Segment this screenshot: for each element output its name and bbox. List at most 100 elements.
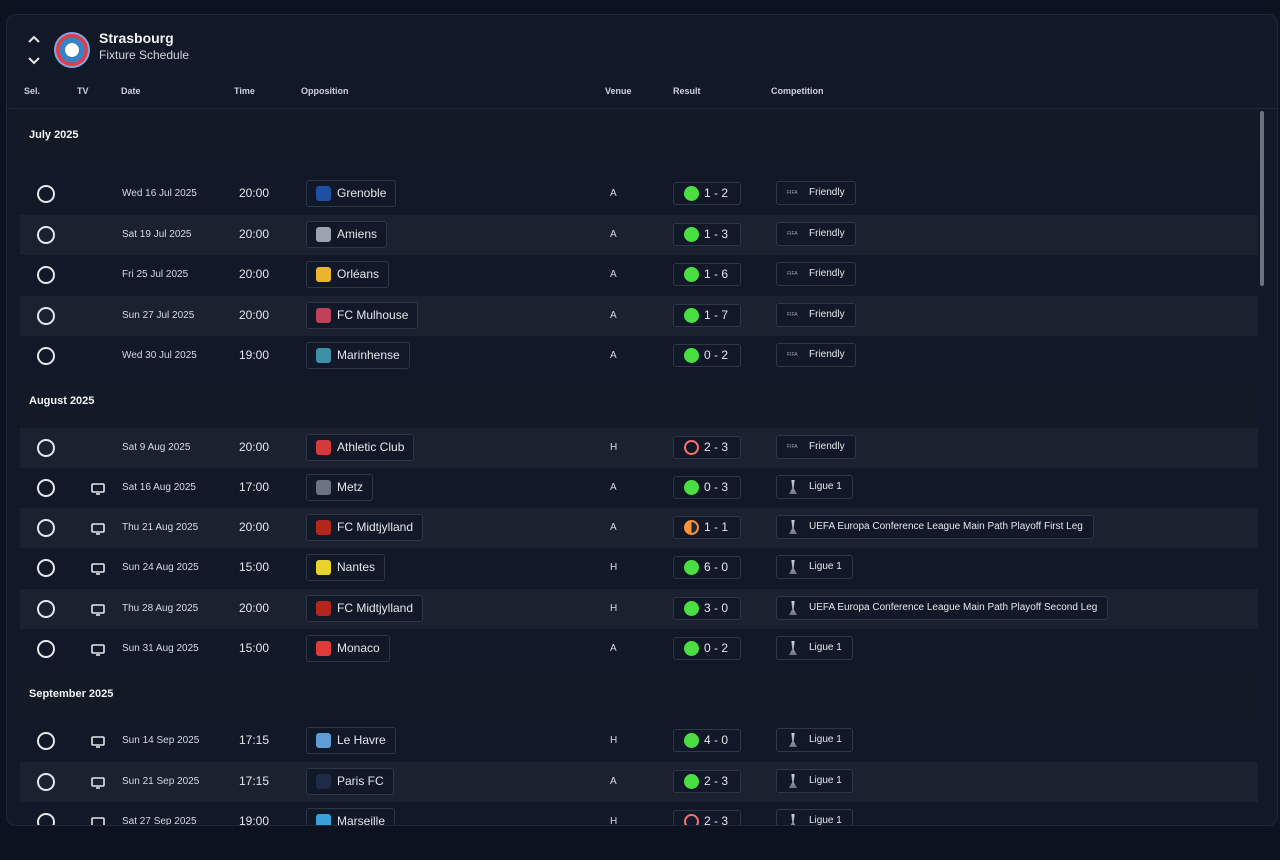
select-radio[interactable]: [37, 307, 55, 325]
fixture-row[interactable]: Sat 16 Aug 2025 17:00 Metz A 0 - 3 Ligue 1: [20, 468, 1258, 508]
competition-button[interactable]: Ligue 1: [776, 555, 853, 579]
result-button[interactable]: 0 - 3: [673, 476, 742, 499]
result-button[interactable]: 0 - 2: [673, 344, 742, 367]
select-radio[interactable]: [37, 600, 55, 618]
chevron-up-icon[interactable]: [27, 33, 41, 45]
competition-button[interactable]: FIFA Friendly: [776, 262, 856, 286]
result-button[interactable]: 1 - 1: [673, 516, 742, 539]
competition-button[interactable]: FIFA Friendly: [776, 435, 856, 459]
select-radio[interactable]: [37, 439, 55, 457]
result-button[interactable]: 3 - 0: [673, 597, 742, 620]
venue-label: A: [610, 643, 617, 654]
select-radio[interactable]: [37, 559, 55, 577]
col-tv[interactable]: TV: [77, 86, 89, 96]
opposition-name: Le Havre: [337, 733, 386, 747]
opposition-button[interactable]: Le Havre: [306, 727, 396, 754]
fixture-row[interactable]: Sat 9 Aug 2025 20:00 Athletic Club H 2 - 3 FI…: [20, 428, 1258, 468]
select-radio[interactable]: [37, 640, 55, 658]
club-badge-icon: [316, 186, 331, 201]
fixture-date: Sun 21 Sep 2025: [122, 776, 200, 787]
col-result[interactable]: Result: [673, 86, 701, 96]
result-button[interactable]: 6 - 0: [673, 556, 742, 579]
fixture-row[interactable]: Fri 25 Jul 2025 20:00 Orléans A 1 - 6 FIFA Fri…: [20, 255, 1258, 295]
opposition-button[interactable]: Amiens: [306, 221, 388, 248]
opposition-name: Amiens: [337, 227, 378, 241]
fixture-time: 20:00: [239, 308, 270, 322]
fixture-row[interactable]: Sat 19 Jul 2025 20:00 Amiens A 1 - 3 FIFA Frie…: [20, 215, 1258, 255]
scrollbar[interactable]: [1260, 111, 1264, 286]
col-date[interactable]: Date: [121, 86, 141, 96]
select-radio[interactable]: [37, 226, 55, 244]
result-button[interactable]: 1 - 3: [673, 223, 742, 246]
opposition-button[interactable]: Orléans: [306, 261, 390, 288]
competition-button[interactable]: Ligue 1: [776, 728, 853, 752]
trophy-icon: [789, 733, 797, 747]
result-button[interactable]: 1 - 6: [673, 263, 742, 286]
opposition-button[interactable]: Metz: [306, 474, 374, 501]
opposition-button[interactable]: FC Mulhouse: [306, 302, 419, 329]
month-label: September 2025: [29, 688, 114, 700]
select-radio[interactable]: [37, 347, 55, 365]
result-button[interactable]: 1 - 2: [673, 182, 742, 205]
col-venue[interactable]: Venue: [605, 86, 632, 96]
fixture-row[interactable]: Thu 21 Aug 2025 20:00 FC Midtjylland A 1 - 1…: [20, 508, 1258, 548]
result-button[interactable]: 1 - 7: [673, 304, 742, 327]
opposition-button[interactable]: Grenoble: [306, 180, 397, 207]
competition-button[interactable]: Ligue 1: [776, 475, 853, 499]
result-score: 2 - 3: [704, 774, 729, 788]
tv-icon: [91, 776, 105, 789]
fixture-row[interactable]: Sun 24 Aug 2025 15:00 Nantes H 6 - 0 Ligue 1: [20, 548, 1258, 588]
select-radio[interactable]: [37, 773, 55, 791]
col-competition[interactable]: Competition: [771, 86, 824, 96]
competition-button[interactable]: UEFA Europa Conference League Main Path …: [776, 515, 1094, 539]
venue-label: A: [610, 776, 617, 787]
opposition-button[interactable]: Marinhense: [306, 342, 410, 369]
competition-button[interactable]: FIFA Friendly: [776, 343, 856, 367]
competition-button[interactable]: FIFA Friendly: [776, 222, 856, 246]
col-time[interactable]: Time: [234, 86, 255, 96]
select-radio[interactable]: [37, 732, 55, 750]
fixture-row[interactable]: Sun 27 Jul 2025 20:00 FC Mulhouse A 1 - 7 FIF…: [20, 296, 1258, 336]
opposition-button[interactable]: Paris FC: [306, 768, 394, 795]
opposition-button[interactable]: Monaco: [306, 635, 390, 662]
result-button[interactable]: 0 - 2: [673, 637, 742, 660]
col-opposition[interactable]: Opposition: [301, 86, 349, 96]
opposition-button[interactable]: Athletic Club: [306, 434, 415, 461]
opposition-name: Nantes: [337, 560, 376, 574]
select-radio[interactable]: [37, 479, 55, 497]
fixture-row[interactable]: Sun 21 Sep 2025 17:15 Paris FC A 2 - 3 Ligue …: [20, 762, 1258, 802]
opposition-button[interactable]: Nantes: [306, 554, 386, 581]
fixture-row[interactable]: Wed 30 Jul 2025 19:00 Marinhense A 0 - 2 FIFA…: [20, 336, 1258, 376]
opposition-button[interactable]: Marseille: [306, 808, 396, 825]
team-name[interactable]: Strasbourg: [99, 30, 174, 46]
col-sel[interactable]: Sel.: [24, 86, 41, 96]
select-radio[interactable]: [37, 266, 55, 284]
select-radio[interactable]: [37, 813, 55, 825]
result-button[interactable]: 2 - 3: [673, 436, 742, 459]
competition-button[interactable]: FIFA Friendly: [776, 181, 856, 205]
fixture-row[interactable]: Sun 14 Sep 2025 17:15 Le Havre H 4 - 0 Ligue …: [20, 721, 1258, 761]
venue-label: A: [610, 522, 617, 533]
competition-button[interactable]: Ligue 1: [776, 809, 853, 825]
select-radio[interactable]: [37, 185, 55, 203]
opposition-button[interactable]: FC Midtjylland: [306, 514, 424, 541]
chevron-down-icon[interactable]: [27, 55, 41, 67]
result-button[interactable]: 2 - 3: [673, 770, 742, 793]
result-button[interactable]: 4 - 0: [673, 729, 742, 752]
competition-button[interactable]: Ligue 1: [776, 769, 853, 793]
win-indicator-icon: [684, 186, 699, 201]
result-score: 2 - 3: [704, 814, 729, 826]
reorder-arrows[interactable]: [27, 33, 41, 67]
fixture-row[interactable]: Sat 27 Sep 2025 19:00 Marseille H 2 - 3 Ligue…: [20, 802, 1258, 826]
fixture-row[interactable]: Thu 28 Aug 2025 20:00 FC Midtjylland H 3 - 0…: [20, 589, 1258, 629]
competition-button[interactable]: Ligue 1: [776, 636, 853, 660]
select-radio[interactable]: [37, 519, 55, 537]
competition-name: Friendly: [809, 228, 845, 239]
competition-button[interactable]: FIFA Friendly: [776, 303, 856, 327]
opposition-button[interactable]: FC Midtjylland: [306, 595, 424, 622]
month-header: September 2025: [20, 670, 1258, 720]
fixture-row[interactable]: Wed 16 Jul 2025 20:00 Grenoble A 1 - 2 FIFA Fr…: [20, 174, 1258, 214]
result-button[interactable]: 2 - 3: [673, 810, 742, 826]
competition-button[interactable]: UEFA Europa Conference League Main Path …: [776, 596, 1109, 620]
fixture-row[interactable]: Sun 31 Aug 2025 15:00 Monaco A 0 - 2 Ligue 1: [20, 629, 1258, 669]
